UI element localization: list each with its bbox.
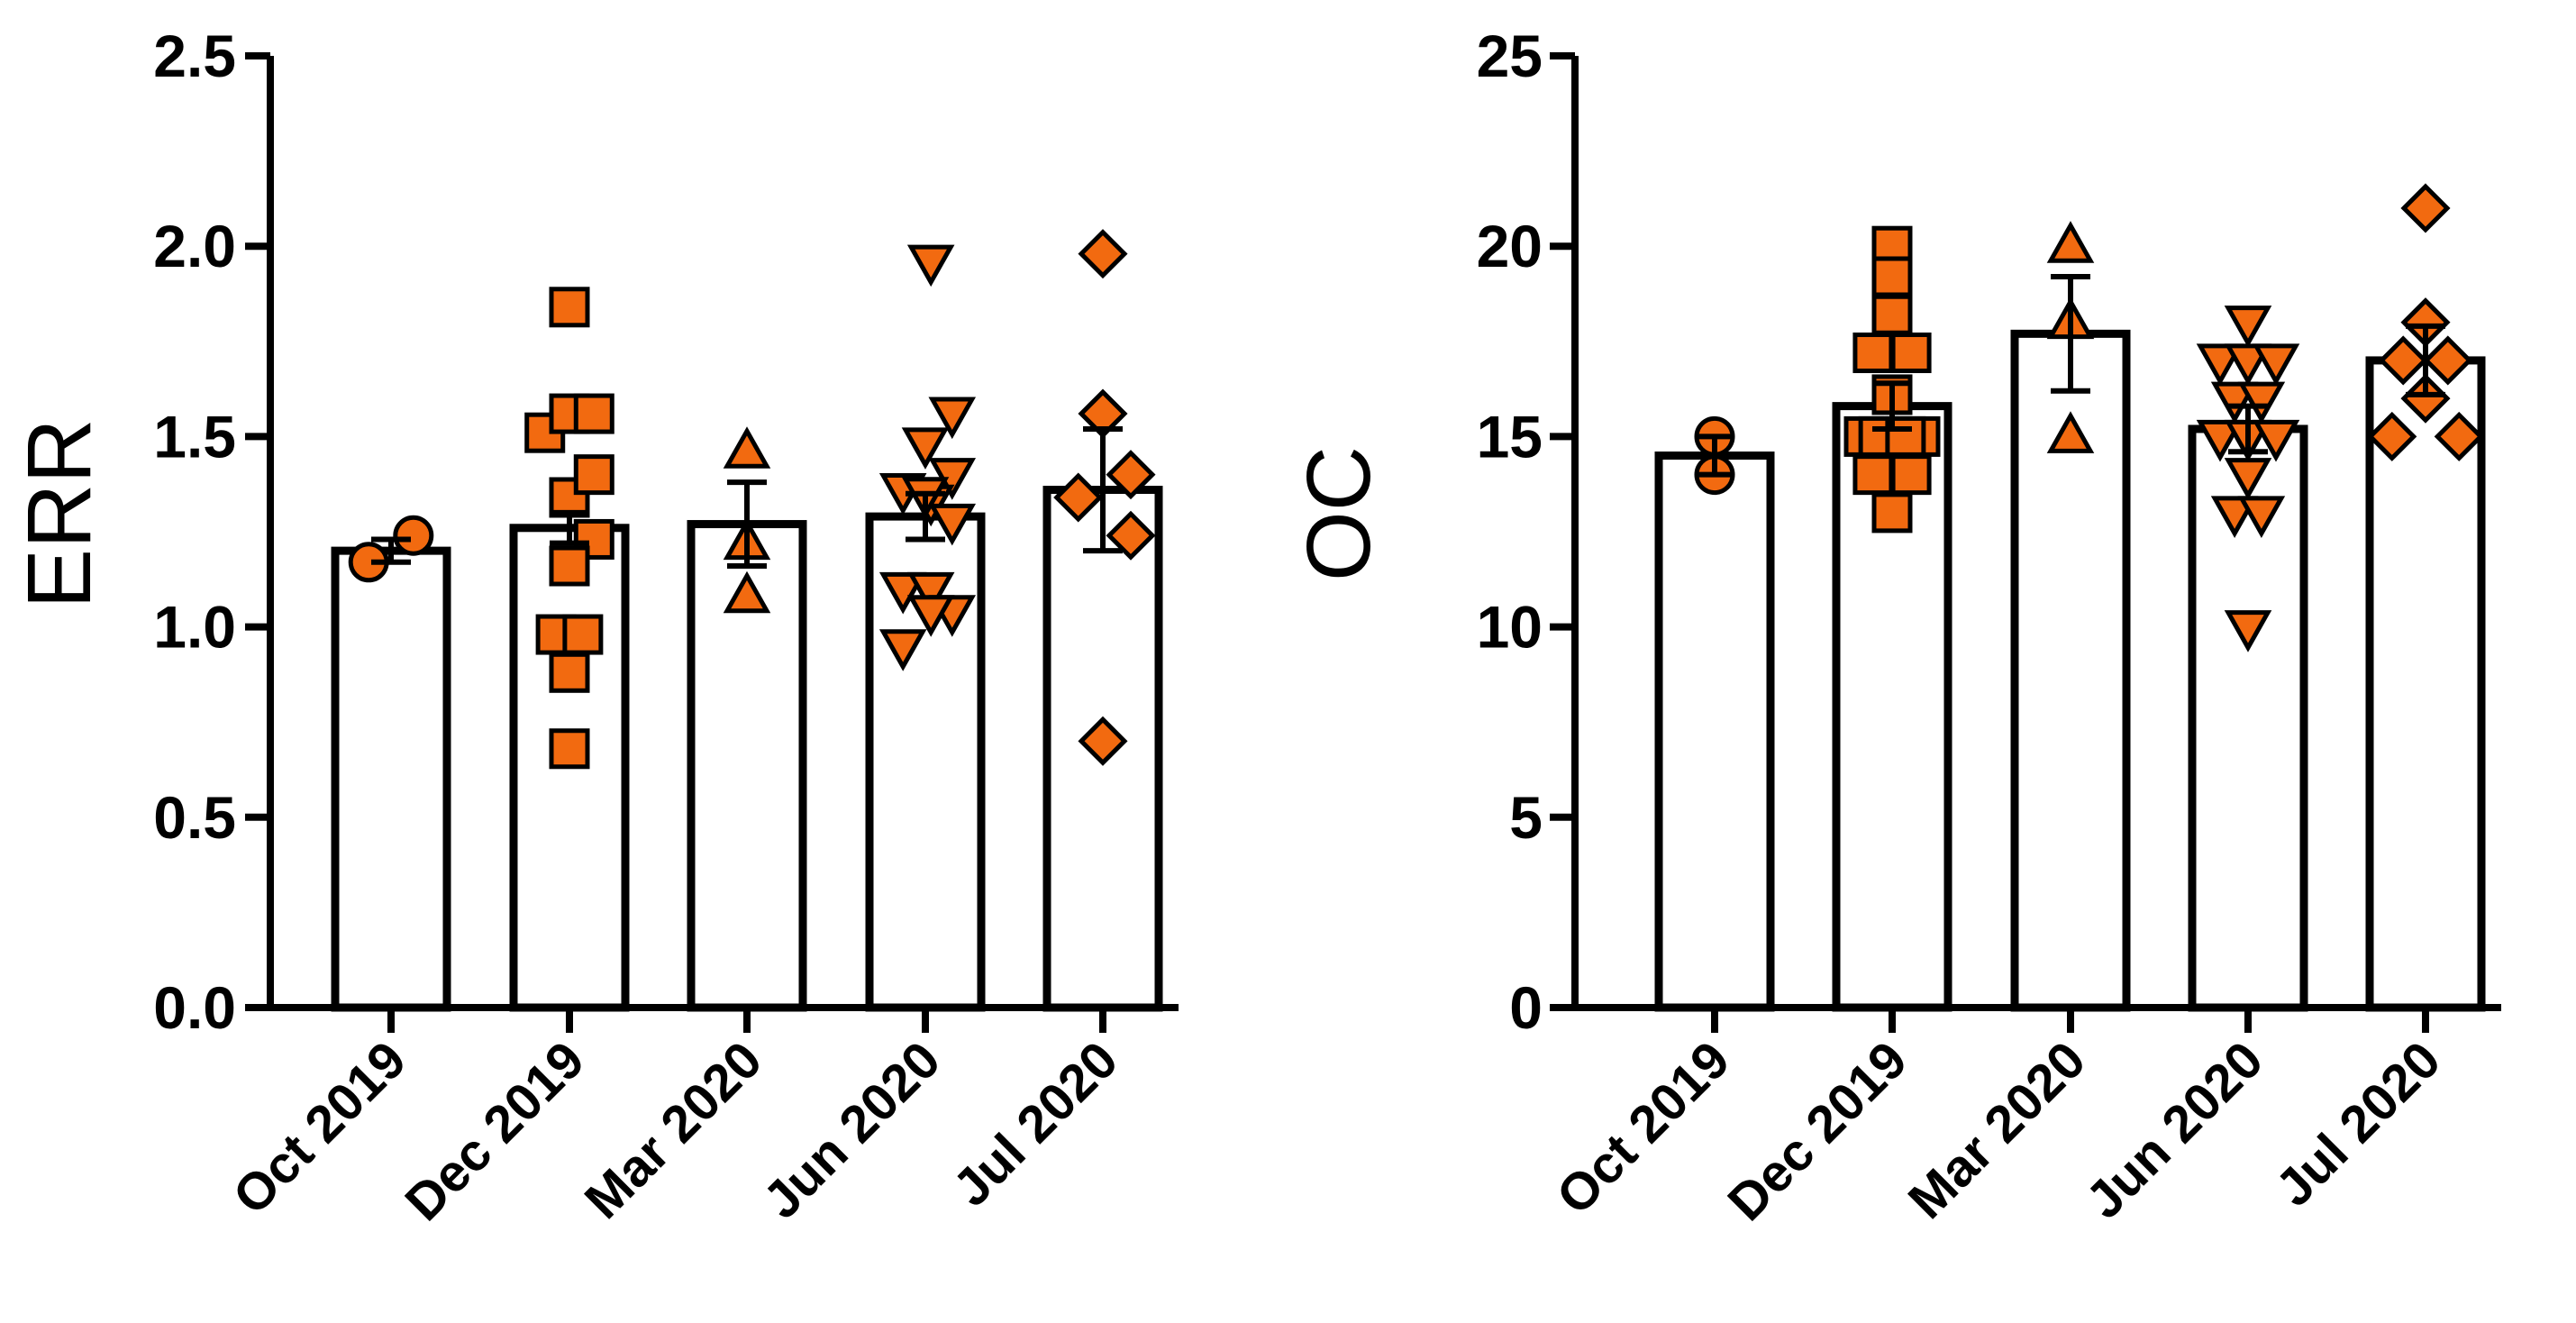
- data-point: [573, 518, 614, 560]
- bar-jun-2020: [2188, 424, 2308, 1012]
- data-point: [1078, 229, 1128, 279]
- data-point: [723, 570, 771, 614]
- data-point: [2378, 335, 2428, 386]
- y-axis-title: ERR: [9, 418, 110, 608]
- data-point: [1890, 454, 1932, 496]
- bar-oct-2019: [331, 546, 451, 1012]
- data-point: [393, 515, 434, 556]
- data-point: [906, 244, 955, 287]
- data-point: [1852, 454, 1894, 496]
- data-point: [2224, 610, 2272, 652]
- y-tick-label: 10: [1477, 594, 1543, 661]
- x-tick-label: Jun 2020: [2075, 1030, 2275, 1230]
- data-point: [1053, 472, 1104, 523]
- y-tick-label: 2.0: [153, 213, 236, 279]
- y-tick-label: 5: [1509, 784, 1543, 851]
- data-point: [1106, 450, 1156, 500]
- x-tick-label: Mar 2020: [574, 1030, 774, 1230]
- data-point: [878, 629, 927, 671]
- y-tick-label: 15: [1477, 403, 1543, 470]
- data-point: [2237, 381, 2286, 424]
- y-tick-label: 1.0: [153, 594, 236, 661]
- data-point: [2252, 419, 2300, 462]
- data-point: [1106, 510, 1156, 561]
- data-point: [2423, 335, 2473, 386]
- x-tick-label: Jul 2020: [2264, 1030, 2452, 1218]
- data-point: [2400, 373, 2451, 424]
- x-tick-label: Jun 2020: [752, 1030, 952, 1230]
- data-point: [1871, 256, 1913, 297]
- bar-oct-2019: [1654, 452, 1775, 1012]
- data-point: [2434, 411, 2484, 461]
- data-point: [549, 287, 590, 328]
- data-point: [549, 728, 590, 770]
- data-point: [1078, 716, 1128, 766]
- data-point: [573, 393, 614, 434]
- x-tick-label: Jul 2020: [942, 1030, 1129, 1218]
- data-point: [549, 545, 590, 587]
- data-point: [2224, 306, 2272, 348]
- data-point: [906, 595, 955, 637]
- data-point: [1890, 332, 1932, 373]
- data-point: [562, 614, 604, 655]
- y-tick-label: 0.0: [153, 974, 236, 1041]
- data-point: [1871, 492, 1913, 534]
- data-point: [2367, 411, 2417, 461]
- data-point: [2196, 343, 2244, 387]
- data-point: [573, 454, 614, 496]
- data-point: [928, 397, 977, 440]
- data-point: [2400, 183, 2451, 233]
- y-tick-label: 2.5: [153, 23, 236, 89]
- data-point: [2046, 221, 2095, 263]
- data-point: [901, 427, 950, 470]
- data-point: [2046, 411, 2095, 453]
- x-tick-label: Dec 2019: [1716, 1030, 1918, 1232]
- y-tick-label: 1.5: [153, 403, 236, 470]
- data-point: [2252, 343, 2300, 387]
- data-point: [2224, 458, 2272, 500]
- x-tick-label: Mar 2020: [1898, 1030, 2098, 1230]
- data-point: [2237, 496, 2286, 538]
- y-tick-label: 0.5: [153, 784, 236, 851]
- bar-jul-2020: [2365, 356, 2486, 1012]
- data-point: [723, 426, 771, 469]
- y-tick-label: 25: [1477, 23, 1543, 89]
- data-point: [906, 571, 955, 615]
- data-point: [1852, 332, 1894, 373]
- y-tick-label: 0: [1509, 974, 1543, 1041]
- data-point: [2224, 343, 2272, 387]
- y-tick-label: 20: [1477, 213, 1543, 279]
- x-tick-label: Oct 2019: [1545, 1030, 1741, 1226]
- data-point: [1871, 294, 1913, 335]
- data-point: [878, 571, 927, 615]
- y-axis-title: OC: [1288, 446, 1389, 581]
- data-point: [2196, 419, 2244, 462]
- data-point: [928, 503, 977, 546]
- x-tick-label: Dec 2019: [394, 1030, 596, 1232]
- x-tick-label: Oct 2019: [222, 1030, 417, 1226]
- data-point: [549, 652, 590, 693]
